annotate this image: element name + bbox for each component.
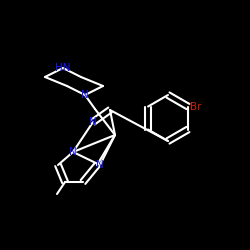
Text: N: N [89, 117, 97, 127]
Text: Br: Br [190, 102, 202, 112]
Text: N: N [69, 147, 77, 157]
Text: N: N [81, 90, 89, 100]
Text: HN: HN [55, 63, 71, 73]
Text: N: N [96, 160, 104, 170]
